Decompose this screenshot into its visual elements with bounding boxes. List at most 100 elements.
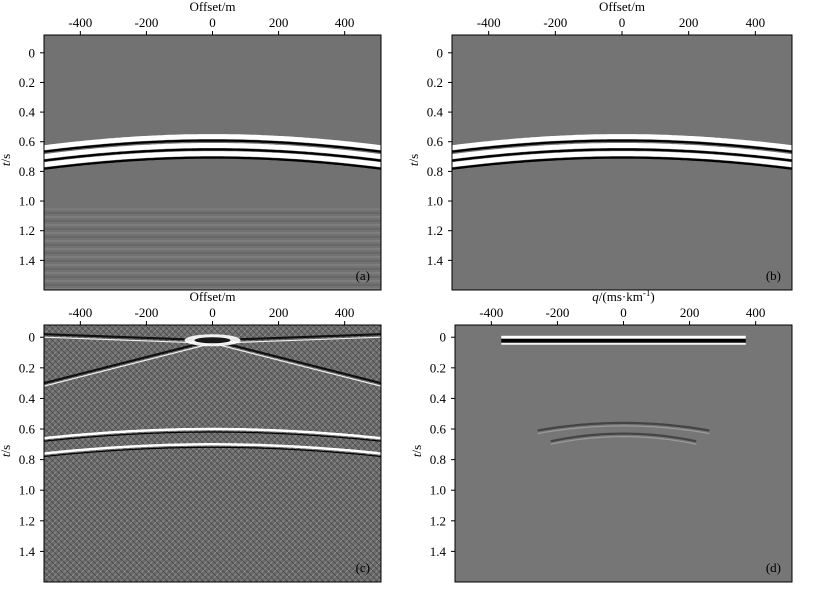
x-tick-label: 0 (619, 15, 626, 30)
y-tick-label: 0.4 (427, 105, 444, 120)
y-tick-label: 0.2 (19, 360, 35, 375)
reflection-trough-2 (452, 156, 792, 170)
reflection-trough-1 (44, 148, 381, 162)
y-tick-label: 1.0 (19, 194, 35, 209)
y-tick-label: 1.2 (19, 513, 35, 528)
x-tick-label: -400 (477, 15, 501, 30)
y-tick-label: 1.4 (430, 544, 447, 559)
seismic-image (44, 35, 381, 290)
focused-reflection-side-2 (550, 436, 697, 445)
focused-reflection-side-1 (537, 425, 710, 435)
y-tick-label: 0.4 (19, 391, 36, 406)
y-tick-label: 1.4 (19, 544, 36, 559)
y-tick-label: 0.8 (19, 452, 35, 467)
y-tick-label: 0.8 (430, 452, 446, 467)
seismic-image (44, 325, 381, 582)
x-axis-label: q/(ms·km-1) (592, 288, 654, 304)
y-axis-label: t/s (0, 154, 13, 166)
y-tick-label: 0.2 (19, 75, 35, 90)
x-tick-label: -200 (134, 15, 158, 30)
focused-reflection-1 (537, 421, 710, 432)
reflection-trough-2 (44, 156, 381, 170)
seismic-image (455, 325, 792, 582)
reflection-event-2 (44, 443, 381, 455)
y-tick-label: 0 (437, 45, 444, 60)
y-axis-label: t/s (406, 154, 421, 166)
focused-event-sidelobe (501, 342, 746, 345)
x-tick-label: 400 (335, 15, 355, 30)
x-tick-label: 200 (679, 15, 699, 30)
x-tick-label: 200 (680, 305, 700, 320)
image-background (455, 325, 792, 582)
x-axis-label: Offset/m (190, 0, 236, 14)
y-tick-label: 1.4 (427, 253, 444, 268)
reflection-event-2 (44, 151, 381, 168)
y-tick-label: 0.6 (19, 134, 36, 149)
y-tick-label: 0.2 (430, 360, 446, 375)
y-tick-label: 0.2 (427, 75, 443, 90)
x-tick-label: -400 (68, 305, 92, 320)
x-axis-label: Offset/m (190, 289, 236, 304)
panel-label: (d) (766, 560, 781, 575)
y-tick-label: 1.0 (430, 483, 446, 498)
reflection-trough-2 (44, 446, 381, 458)
focused-reflection-2 (550, 432, 697, 443)
aliasing-noise (44, 325, 381, 582)
y-axis-label: t/s (0, 445, 13, 457)
y-tick-label: 0 (29, 330, 36, 345)
noise-bands (44, 208, 381, 290)
y-tick-label: 0.8 (427, 164, 443, 179)
x-tick-label: -400 (68, 15, 92, 30)
reflection-event-1 (44, 427, 381, 440)
x-tick-label: -400 (479, 305, 503, 320)
reflection-event-1 (452, 143, 792, 160)
reflection-trough-1 (44, 431, 381, 442)
panel-label: (b) (766, 268, 781, 283)
reflection-event-2 (452, 151, 792, 168)
y-tick-label: 0.4 (430, 391, 447, 406)
apex-focus-dark (194, 337, 231, 344)
panel-label: (a) (356, 268, 370, 283)
x-tick-label: 0 (209, 15, 216, 30)
reflection-event-0 (452, 134, 792, 151)
panel-a: -400 -200 0 200 400 0 0.2 0.4 0.6 0.8 1.0 1.2 1.4 Off… (0, 0, 382, 291)
y-tick-label: 0 (440, 330, 447, 345)
y-tick-label: 1.2 (430, 513, 446, 528)
reflection-trough-0 (452, 139, 792, 153)
panel-b: -400 -200 0 200 400 0 0.2 0.4 0.6 0.8 1.0 1.2 1.4 Off… (406, 0, 793, 291)
y-tick-label: 1.2 (19, 223, 35, 238)
y-tick-label: 0.6 (427, 134, 444, 149)
x-tick-label: 400 (335, 305, 355, 320)
y-tick-label: 0.8 (19, 164, 35, 179)
seismic-image (452, 35, 792, 290)
x-tick-label: 400 (746, 305, 766, 320)
y-tick-label: 1.2 (427, 223, 443, 238)
focused-event-peak (501, 335, 746, 339)
panel-c: -400 -200 0 200 400 0 0.2 0.4 0.6 0.8 1.0 1.2 1.4 Off… (0, 289, 382, 583)
reflection-event-1 (44, 143, 381, 160)
reflection-event-0 (44, 134, 381, 151)
x-tick-label: -200 (545, 305, 569, 320)
focused-event-trough (501, 338, 746, 343)
x-tick-label: 400 (746, 15, 766, 30)
panel-d: -400 -200 0 200 400 0 0.2 0.4 0.6 0.8 1.0 1.2 1.4 q/(… (409, 288, 793, 583)
y-tick-label: 0 (29, 45, 36, 60)
y-tick-label: 0.6 (430, 422, 447, 437)
reflection-trough-0 (44, 139, 381, 153)
x-tick-label: 0 (209, 305, 216, 320)
x-tick-label: -200 (543, 15, 567, 30)
x-tick-label: 200 (269, 15, 289, 30)
y-tick-label: 1.0 (427, 194, 443, 209)
y-tick-label: 1.4 (19, 253, 36, 268)
y-tick-label: 0.6 (19, 422, 36, 437)
x-tick-label: -200 (134, 305, 158, 320)
reflection-trough-1 (452, 148, 792, 162)
y-axis-label: t/s (409, 445, 424, 457)
x-tick-label: 200 (269, 305, 289, 320)
x-axis-label: Offset/m (599, 0, 645, 14)
panel-label: (c) (356, 560, 370, 575)
y-tick-label: 0.4 (19, 105, 36, 120)
y-tick-label: 1.0 (19, 483, 35, 498)
x-tick-label: 0 (620, 305, 627, 320)
